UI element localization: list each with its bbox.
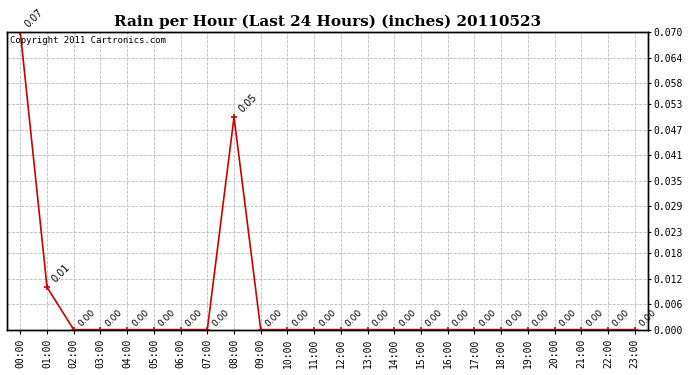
- Text: 0.00: 0.00: [558, 308, 578, 328]
- Text: 0.07: 0.07: [23, 7, 46, 29]
- Title: Rain per Hour (Last 24 Hours) (inches) 20110523: Rain per Hour (Last 24 Hours) (inches) 2…: [114, 15, 541, 30]
- Text: 0.00: 0.00: [264, 308, 284, 328]
- Text: 0.00: 0.00: [638, 308, 658, 328]
- Text: 0.00: 0.00: [344, 308, 364, 328]
- Text: 0.00: 0.00: [210, 308, 230, 328]
- Text: 0.01: 0.01: [50, 262, 72, 284]
- Text: 0.00: 0.00: [477, 308, 498, 328]
- Text: 0.00: 0.00: [504, 308, 524, 328]
- Text: 0.00: 0.00: [451, 308, 471, 328]
- Text: 0.00: 0.00: [77, 308, 97, 328]
- Text: 0.00: 0.00: [531, 308, 551, 328]
- Text: 0.00: 0.00: [130, 308, 150, 328]
- Text: 0.00: 0.00: [371, 308, 391, 328]
- Text: 0.00: 0.00: [290, 308, 310, 328]
- Text: 0.00: 0.00: [424, 308, 444, 328]
- Text: 0.00: 0.00: [611, 308, 631, 328]
- Text: 0.00: 0.00: [397, 308, 417, 328]
- Text: 0.00: 0.00: [104, 308, 124, 328]
- Text: 0.00: 0.00: [184, 308, 204, 328]
- Text: 0.00: 0.00: [584, 308, 604, 328]
- Text: 0.00: 0.00: [317, 308, 337, 328]
- Text: 0.05: 0.05: [237, 92, 259, 114]
- Text: Copyright 2011 Cartronics.com: Copyright 2011 Cartronics.com: [10, 36, 166, 45]
- Text: 0.00: 0.00: [157, 308, 177, 328]
